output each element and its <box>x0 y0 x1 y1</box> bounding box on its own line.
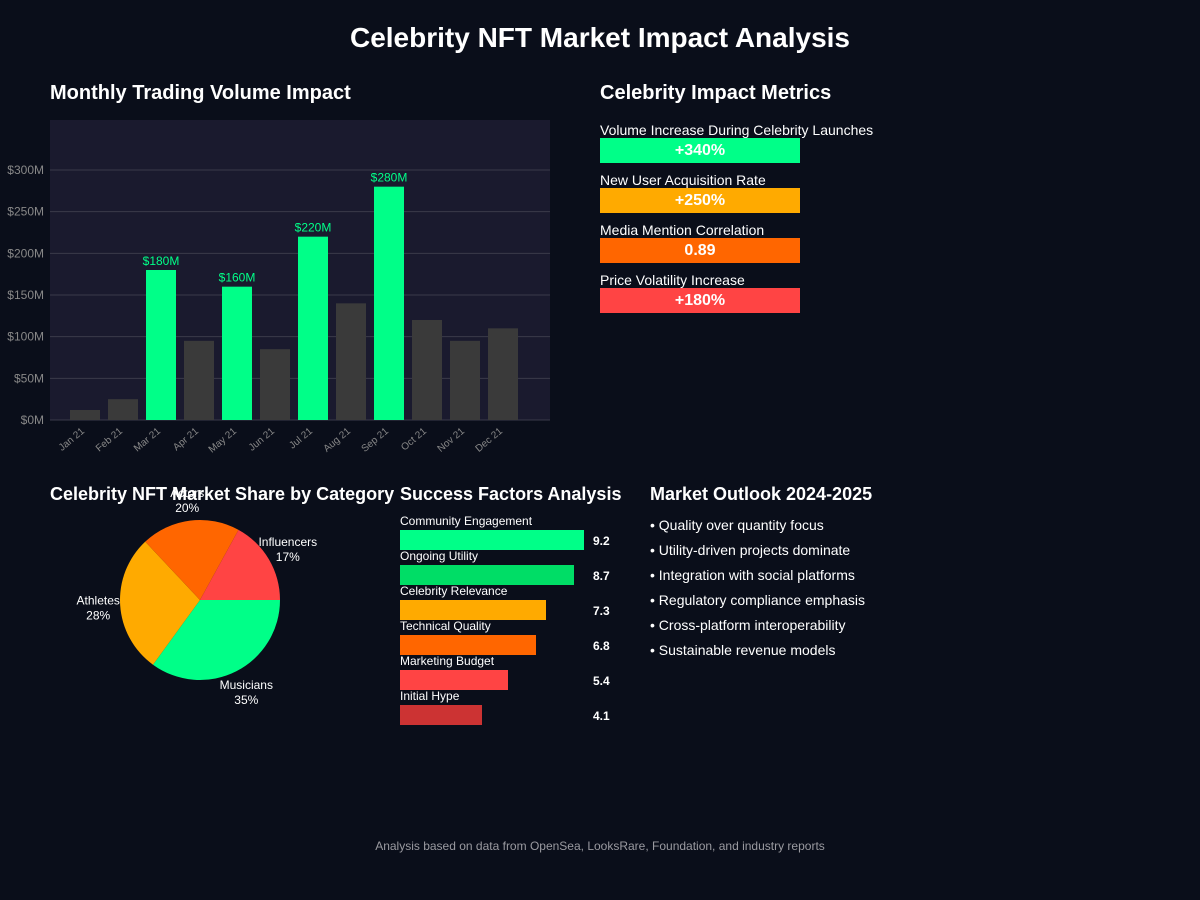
factor-label: Community Engagement <box>400 514 533 528</box>
metric-item: Price Volatility Increase +180% <box>600 272 800 313</box>
outlook-item: • Quality over quantity focus <box>650 517 824 533</box>
outlook-item: • Cross-platform interoperability <box>650 617 846 633</box>
bar <box>108 399 138 420</box>
x-tick-label: May 21 <box>207 426 240 456</box>
volume-bar-chart: $0M $50M $100M $150M $200M $250M $300M Jan 21 Fe… <box>7 120 550 456</box>
y-tick-label: $50M <box>14 371 44 385</box>
outlook-item: • Utility-driven projects dominate <box>650 542 851 558</box>
outlook-item: • Integration with social platforms <box>650 567 855 583</box>
x-tick-label: Sep 21 <box>360 426 392 455</box>
metric-value-badge: +340% <box>600 138 800 163</box>
bar <box>70 410 100 420</box>
factor-value: 8.7 <box>593 569 610 583</box>
factor-bar <box>400 600 546 620</box>
bar <box>450 340 480 420</box>
pie-slice-percent: 20% <box>175 501 199 515</box>
x-tick-label: Jan 21 <box>57 426 87 454</box>
factor-value: 5.4 <box>593 674 610 688</box>
bar-data-label: $220M <box>295 221 332 235</box>
pie-slice-label: Actors <box>170 490 204 500</box>
outlook-item: • Sustainable revenue models <box>650 642 836 658</box>
pie-slice <box>200 529 280 600</box>
bar <box>298 236 328 420</box>
bar <box>184 340 214 420</box>
x-tick-label: Mar 21 <box>132 426 163 455</box>
pie-slice-label: Athletes <box>77 593 120 607</box>
factor-label: Technical Quality <box>400 619 491 633</box>
pie-slice-percent: 35% <box>234 693 258 707</box>
x-tick-label: Dec 21 <box>474 426 506 455</box>
x-tick-label: Oct 21 <box>399 426 429 454</box>
metrics-title: Celebrity Impact Metrics <box>600 82 832 104</box>
pie-slice-percent: 17% <box>276 550 300 564</box>
metric-value-badge: 0.89 <box>600 238 800 263</box>
bar <box>260 349 290 420</box>
bar-data-label: $180M <box>143 254 180 268</box>
factor-value: 7.3 <box>593 604 610 618</box>
factor-bar <box>400 565 574 585</box>
y-tick-label: $200M <box>7 246 44 260</box>
factor-label: Initial Hype <box>400 689 460 703</box>
metric-item: Volume Increase During Celebrity Launche… <box>600 122 873 163</box>
factor-bar <box>400 635 536 655</box>
pie-slice <box>145 520 239 600</box>
pie-slice-label: Musicians <box>220 678 273 692</box>
y-tick-label: $100M <box>7 330 44 344</box>
x-tick-label: Jul 21 <box>287 426 315 452</box>
bar-data-label: $280M <box>371 171 408 185</box>
y-tick-label: $250M <box>7 205 44 219</box>
bar <box>412 320 442 420</box>
x-tick-label: Aug 21 <box>322 426 354 455</box>
factor-label: Celebrity Relevance <box>400 584 508 598</box>
bar <box>488 328 518 420</box>
footnote: Analysis based on data from OpenSea, Loo… <box>375 839 825 853</box>
factor-bar <box>400 670 508 690</box>
page-title: Celebrity NFT Market Impact Analysis <box>349 22 850 53</box>
outlook-item: • Regulatory compliance emphasis <box>650 592 866 608</box>
factors-title: Success Factors Analysis <box>400 484 622 504</box>
x-tick-label: Nov 21 <box>436 426 468 455</box>
pie-chart-title: Celebrity NFT Market Share by Category <box>50 484 395 504</box>
y-tick-label: $0M <box>21 413 44 427</box>
bar <box>336 303 366 420</box>
outlook-title: Market Outlook 2024-2025 <box>650 484 873 504</box>
factor-label: Ongoing Utility <box>400 549 479 563</box>
y-tick-label: $150M <box>7 288 44 302</box>
metric-label: Volume Increase During Celebrity Launche… <box>600 122 874 138</box>
factor-label: Marketing Budget <box>400 654 495 668</box>
factor-value: 9.2 <box>593 534 610 548</box>
factor-value: 4.1 <box>593 709 610 723</box>
pie-slice <box>120 541 200 665</box>
metric-value-badge: +180% <box>600 288 800 313</box>
bar <box>222 286 252 420</box>
pie-slice <box>152 600 280 680</box>
pie-slice-percent: 28% <box>86 608 110 622</box>
x-tick-label: Jun 21 <box>247 426 277 454</box>
bar <box>146 270 176 420</box>
metric-label: Media Mention Correlation <box>600 222 765 238</box>
metric-label: Price Volatility Increase <box>600 272 745 288</box>
metric-item: New User Acquisition Rate +250% <box>600 172 800 213</box>
factor-bar <box>400 530 584 550</box>
metric-item: Media Mention Correlation 0.89 <box>600 222 800 263</box>
bar-data-label: $160M <box>219 271 256 285</box>
x-tick-label: Feb 21 <box>94 426 125 455</box>
factor-value: 6.8 <box>593 639 610 653</box>
metric-label: New User Acquisition Rate <box>600 172 766 188</box>
metric-value-badge: +250% <box>600 188 800 213</box>
pie-slice-label: Influencers <box>258 535 317 549</box>
factor-bar <box>400 705 482 725</box>
x-tick-label: Apr 21 <box>171 426 201 454</box>
y-tick-label: $300M <box>7 163 44 177</box>
bar <box>374 186 404 420</box>
bar-chart-title: Monthly Trading Volume Impact <box>50 82 351 104</box>
